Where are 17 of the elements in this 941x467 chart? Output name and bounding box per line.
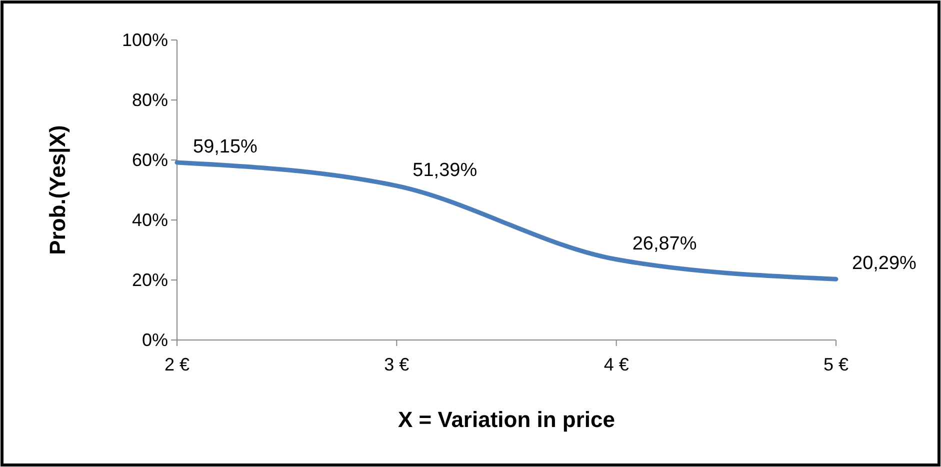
x-tick-label: 5 € [823, 354, 849, 375]
x-tick-label: 3 € [384, 354, 410, 375]
y-axis-title: Prob.(Yes|X) [45, 125, 70, 255]
y-tick-label: 60% [132, 150, 168, 170]
data-label: 51,39% [412, 160, 478, 181]
y-tick-label: 0% [142, 330, 168, 350]
line-series [174, 160, 838, 282]
data-label: 20,29% [852, 253, 917, 274]
y-tick-label: 80% [132, 90, 168, 110]
y-tick-label: 20% [132, 270, 168, 290]
x-tick-label: 2 € [164, 354, 190, 375]
data-label: 59,15% [193, 136, 258, 158]
x-tick-label: 4 € [604, 354, 629, 375]
x-axis-title: X = Variation in price [398, 407, 616, 432]
y-tick-label: 100% [122, 30, 168, 50]
data-label: 26,87% [632, 233, 697, 254]
y-tick-label: 40% [132, 210, 168, 230]
